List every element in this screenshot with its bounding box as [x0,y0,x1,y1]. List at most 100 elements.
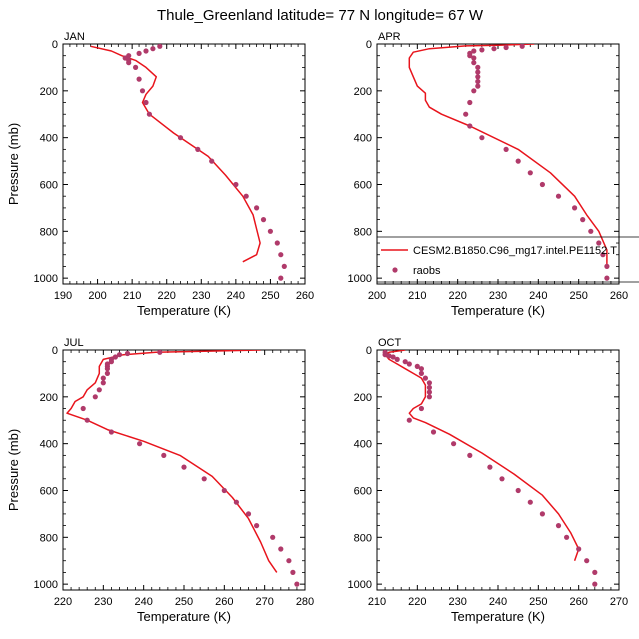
x-axis-title-jul: Temperature (K) [137,609,231,624]
x-tick-label-apr: 250 [569,290,587,302]
legend-obs-label: raobs [413,265,441,277]
panel-oct: OCT 210 220 230 240 250 260 270 0 200 400 600 800 100… [348,337,629,624]
x-tick-label-jan: 210 [123,290,141,302]
raob-point-jul [245,511,252,517]
raob-point-oct [414,363,420,369]
raob-point-jul [108,359,114,365]
model-line-jan [90,45,261,263]
raob-point-oct [426,380,432,386]
raob-point-apr [596,240,602,246]
raob-point-jul [104,366,110,372]
raob-point-apr [604,263,610,269]
raob-point-oct [487,464,493,470]
y-axis-title-jul: Pressure (mb) [6,429,21,511]
raob-point-jul [201,476,207,482]
raob-point-jan [281,263,287,269]
raob-point-apr [491,46,497,52]
y-tick-label-apr: 400 [354,133,372,145]
raob-point-oct [394,356,400,362]
raob-point-apr [503,44,509,51]
raob-point-jan [136,50,142,57]
raob-point-apr [475,64,481,70]
raob-point-jul [254,523,260,529]
raob-point-oct [402,359,408,365]
x-tick-label-apr: 200 [368,290,386,302]
x-axis-title-apr: Temperature (K) [451,303,545,318]
raob-point-jan [267,228,273,234]
y-tick-label-jan: 200 [40,86,58,98]
y-tick-label-oct: 0 [366,345,372,357]
model-line-oct [384,350,580,561]
raob-point-oct [584,558,590,564]
raob-point-jul [100,375,106,381]
raob-point-jan [243,193,249,199]
raob-point-apr [467,123,473,129]
raob-point-apr [519,44,525,49]
raob-point-oct [418,405,424,412]
x-tick-label-jul: 220 [54,596,72,608]
raob-point-apr [471,48,477,54]
raob-point-jul [108,429,114,435]
raob-point-jul [270,534,276,540]
y-tick-label-jan: 600 [40,179,58,191]
x-tick-label-jan: 250 [261,290,279,302]
plot-frame-jan [62,43,306,285]
raob-point-jul [286,558,292,564]
x-tick-label-jul: 250 [175,596,193,608]
panel-label-apr: APR [378,31,401,43]
x-tick-label-jul: 230 [94,596,112,608]
raob-point-oct [515,487,521,494]
raob-point-jan [278,252,284,258]
raob-point-jan [133,64,139,70]
x-tick-label-oct: 230 [448,596,466,608]
y-tick-label-apr: 0 [366,39,372,51]
raob-point-oct [592,569,598,576]
raob-point-jul [80,405,86,412]
x-tick-label-oct: 240 [489,596,507,608]
x-tick-label-jul: 280 [296,596,314,608]
model-line-jul [66,350,278,573]
raob-point-apr [539,181,546,188]
raob-point-oct [418,366,424,372]
raob-point-apr [527,170,533,176]
panels-group: JAN 190 200 210 220 230 240 250 260 0 200 400 600 800… [6,31,639,624]
raob-point-apr [471,55,477,61]
raob-point-oct [426,389,432,395]
x-tick-label-oct: 220 [408,596,426,608]
raob-point-jul [221,487,227,494]
raob-point-oct [592,581,598,587]
series-group-jul [66,350,300,587]
raob-point-apr [503,146,509,152]
raob-point-oct [386,353,392,359]
y-tick-label-apr: 1000 [348,273,372,285]
raob-point-oct [555,523,562,529]
panel-label-jul: JUL [64,337,84,349]
x-tick-label-oct: 250 [529,596,547,608]
raob-point-jul [137,441,143,447]
x-tick-label-jul: 270 [255,596,273,608]
raob-point-oct [430,429,437,435]
raob-point-apr [475,69,481,75]
raob-point-jul [84,417,90,423]
x-tick-label-apr: 260 [610,290,628,302]
raob-point-jul [157,350,163,355]
y-tick-label-jul: 600 [40,485,58,497]
raob-point-jul [278,546,284,552]
raob-point-jan [233,181,239,188]
x-tick-label-jan: 190 [54,290,72,302]
raob-point-apr [467,99,473,106]
raob-point-jul [294,581,300,587]
plot-frame-jul [62,349,306,591]
x-tick-label-jan: 230 [192,290,210,302]
series-group-apr [408,44,610,281]
raob-point-jan [139,88,146,94]
raob-point-jul [181,464,187,470]
raob-point-apr [475,78,481,85]
raob-point-jan [177,135,184,141]
raob-point-oct [539,511,546,517]
raob-point-apr [580,217,586,223]
raob-point-jul [124,350,131,357]
raob-point-jan [143,99,149,106]
